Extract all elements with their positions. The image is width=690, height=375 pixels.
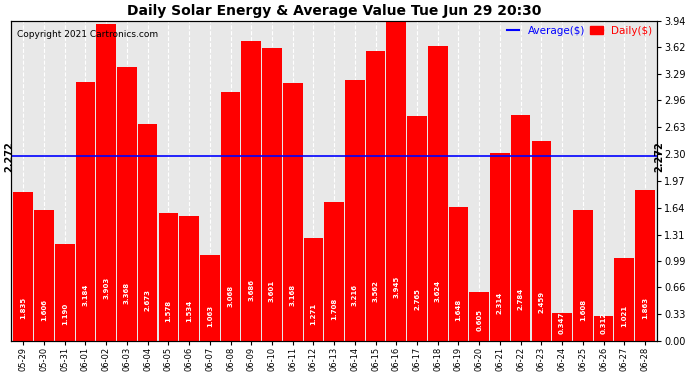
Text: 1.608: 1.608	[580, 299, 586, 321]
Bar	[386, 20, 406, 341]
Text: 3.686: 3.686	[248, 279, 254, 301]
Text: 3.368: 3.368	[124, 282, 130, 304]
Bar	[159, 213, 178, 341]
Bar	[428, 46, 448, 341]
Text: 1.648: 1.648	[455, 298, 462, 321]
Bar	[345, 80, 365, 341]
Text: 1.578: 1.578	[166, 300, 171, 322]
Text: 1.021: 1.021	[621, 305, 627, 327]
Text: 1.606: 1.606	[41, 299, 47, 321]
Bar	[448, 207, 469, 341]
Bar	[573, 210, 593, 341]
Text: 3.903: 3.903	[104, 277, 109, 299]
Text: 3.184: 3.184	[83, 284, 88, 306]
Bar	[179, 216, 199, 341]
Text: 2.314: 2.314	[497, 292, 503, 314]
Text: 2.765: 2.765	[414, 288, 420, 310]
Text: 3.945: 3.945	[393, 276, 400, 298]
Text: 1.190: 1.190	[62, 303, 68, 326]
Bar	[407, 116, 427, 341]
Text: 3.601: 3.601	[269, 280, 275, 302]
Text: 0.312: 0.312	[600, 312, 607, 334]
Bar	[304, 238, 323, 341]
Bar	[200, 255, 219, 341]
Bar	[55, 244, 75, 341]
Bar	[366, 51, 386, 341]
Bar	[97, 24, 116, 341]
Bar	[241, 41, 261, 341]
Text: 3.168: 3.168	[290, 284, 296, 306]
Text: 0.347: 0.347	[559, 311, 565, 334]
Bar	[469, 292, 489, 341]
Bar	[221, 92, 240, 341]
Text: 3.562: 3.562	[373, 280, 379, 302]
Bar	[34, 210, 54, 341]
Text: 1.534: 1.534	[186, 300, 192, 322]
Bar	[614, 258, 634, 341]
Text: 2.784: 2.784	[518, 288, 524, 310]
Text: 1.271: 1.271	[310, 303, 317, 325]
Title: Daily Solar Energy & Average Value Tue Jun 29 20:30: Daily Solar Energy & Average Value Tue J…	[127, 4, 542, 18]
Text: 3.068: 3.068	[228, 285, 233, 307]
Bar	[635, 190, 655, 341]
Text: 2.459: 2.459	[538, 291, 544, 313]
Text: 1.708: 1.708	[331, 298, 337, 320]
Bar	[117, 67, 137, 341]
Text: 3.216: 3.216	[352, 284, 358, 306]
Bar	[511, 115, 531, 341]
Bar	[593, 316, 613, 341]
Bar	[324, 202, 344, 341]
Bar	[262, 48, 282, 341]
Text: 2.673: 2.673	[145, 289, 150, 311]
Bar	[14, 192, 33, 341]
Bar	[531, 141, 551, 341]
Text: 2.272: 2.272	[654, 141, 664, 172]
Text: Copyright 2021 Cartronics.com: Copyright 2021 Cartronics.com	[17, 30, 159, 39]
Text: 0.605: 0.605	[476, 309, 482, 331]
Text: 1.835: 1.835	[20, 297, 26, 319]
Bar	[76, 82, 95, 341]
Text: 2.272: 2.272	[4, 141, 14, 172]
Legend: Average($), Daily($): Average($), Daily($)	[507, 26, 652, 36]
Bar	[490, 153, 510, 341]
Text: 1.863: 1.863	[642, 297, 648, 319]
Text: 3.624: 3.624	[435, 279, 441, 302]
Bar	[552, 313, 572, 341]
Bar	[138, 124, 157, 341]
Bar	[283, 84, 302, 341]
Text: 1.063: 1.063	[207, 304, 213, 327]
